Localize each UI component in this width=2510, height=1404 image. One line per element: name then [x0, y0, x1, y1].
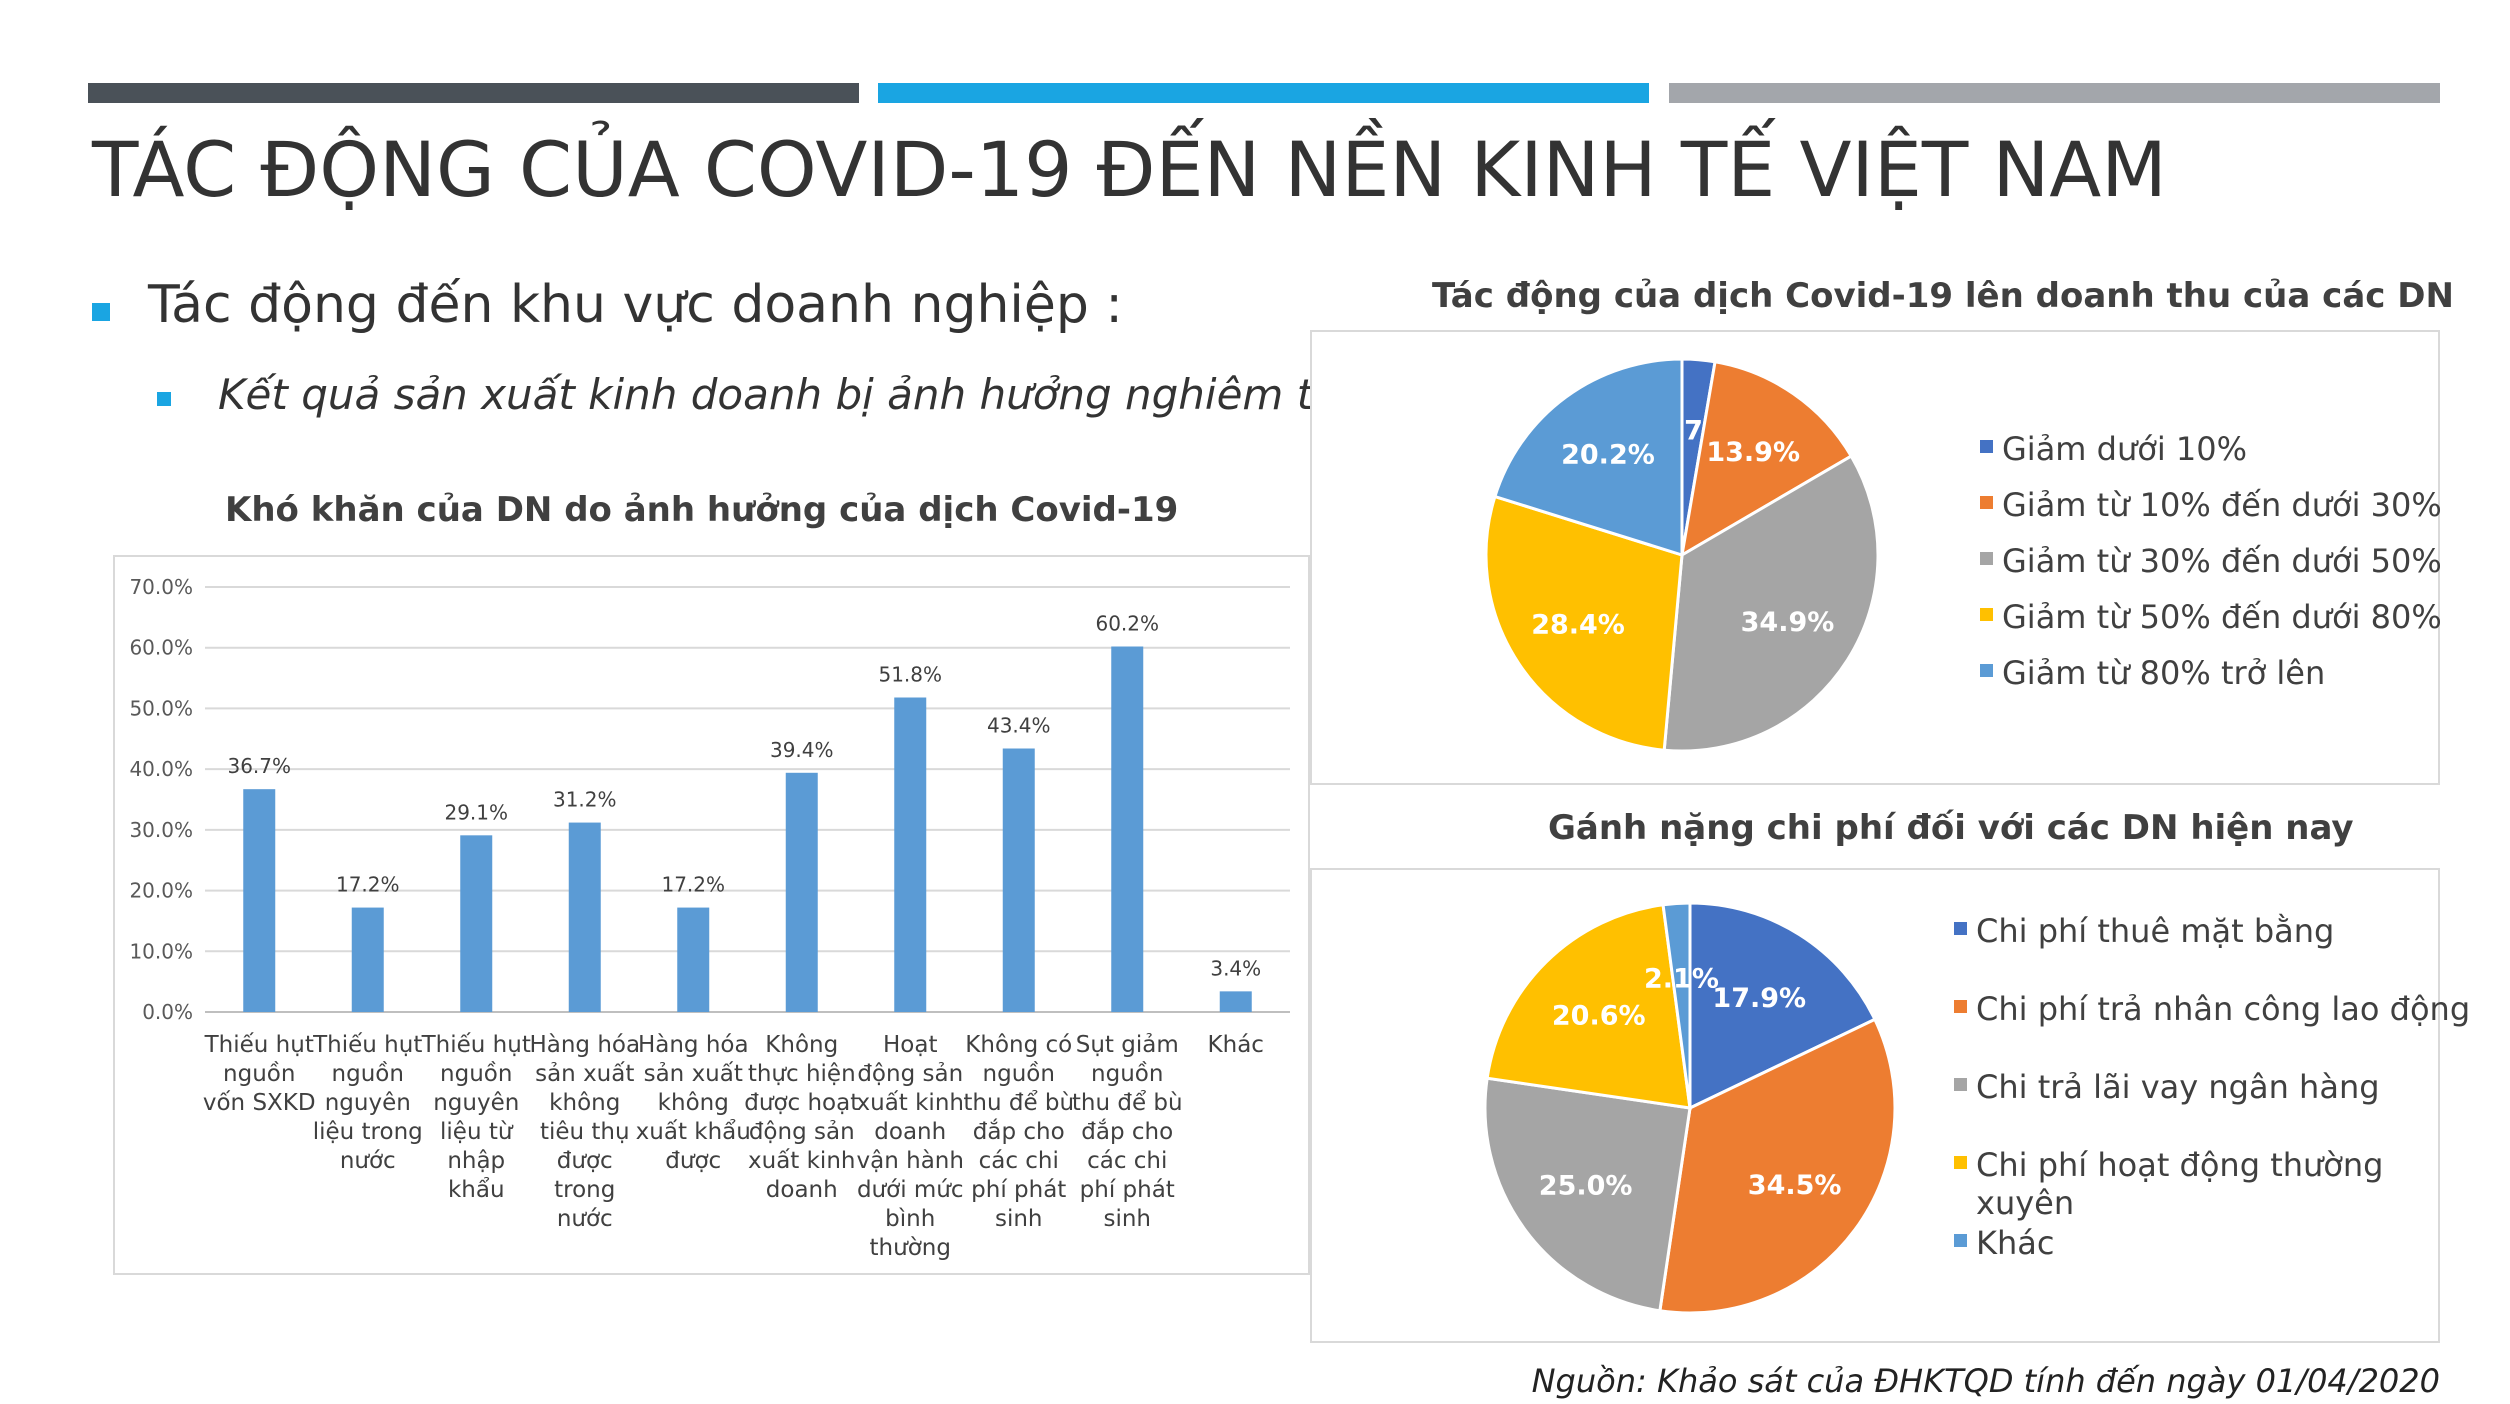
y-tick-label: 40.0% [129, 757, 193, 781]
legend-label: Giảm từ 50% đến dưới 80% [2002, 598, 2442, 636]
x-category-label: Không có nguồn thu để bù đắp cho các chi phí … [963, 1032, 1074, 1232]
legend-label: Giảm từ 80% trở lên [2002, 654, 2326, 692]
y-tick-label: 60.0% [129, 636, 193, 660]
pie-revenue-panel: 2.7% 13.9% 34.9% 28.4% 20.2% Giảm dưới 10% Gi… [1310, 330, 2442, 785]
bar [1219, 991, 1252, 1012]
pie-slice [1493, 357, 1684, 558]
legend-label: Giảm từ 10% đến dưới 30% [2002, 486, 2442, 524]
legend-swatch [1954, 1000, 1967, 1013]
y-tick-label: 20.0% [129, 879, 193, 903]
header-bar-dark [88, 83, 859, 103]
header-bar-gray [1669, 83, 2440, 103]
pie-slice [1485, 903, 1692, 1110]
pie-slice [1483, 1076, 1692, 1313]
y-tick-label: 70.0% [129, 575, 193, 599]
bar [677, 907, 710, 1012]
y-tick-label: 30.0% [129, 818, 193, 842]
legend-label: Giảm từ 30% đến dưới 50% [2002, 542, 2442, 580]
page-title: TÁC ĐỘNG CỦA COVID-19 ĐẾN NỀN KINH TẾ VI… [92, 125, 2167, 214]
pie-cost-chart: 17.9% 34.5% 25.0% 20.6% 2.1% [1483, 901, 1897, 1315]
pie-data-label: 34.9% [1741, 607, 1835, 638]
bar-data-label: 17.2% [336, 873, 400, 897]
legend-swatch [1980, 552, 1993, 565]
pie-slice [1688, 901, 1877, 1111]
bullet-level1: Tác động đến khu vực doanh nghiệp : [148, 275, 1123, 335]
bar-data-label: 31.2% [553, 788, 617, 812]
bar [1111, 646, 1144, 1012]
x-category-label: Khác [1208, 1032, 1264, 1058]
bar [1002, 748, 1035, 1012]
header-bar-blue [878, 83, 1649, 103]
bar [568, 822, 601, 1012]
pie-cost-title: Gánh nặng chi phí đối với các DN hiện na… [1548, 808, 2354, 848]
pie-data-label: 20.6% [1552, 1000, 1646, 1031]
pie-data-label: 28.4% [1531, 609, 1625, 640]
bar-data-label: 17.2% [661, 873, 725, 897]
bar-data-label: 43.4% [987, 714, 1051, 738]
legend-swatch [1954, 922, 1967, 935]
x-category-label: Sụt giảm nguồn thu để bù đắp cho các chi phí … [1072, 1032, 1183, 1232]
pie-data-label: 17.9% [1712, 983, 1806, 1014]
x-category-label: Thiếu hụt nguồn nguyên liệu từ nhập khẩu [421, 1032, 531, 1203]
pie-data-label: 25.0% [1539, 1170, 1633, 1201]
legend-swatch [1954, 1156, 1967, 1169]
pie-revenue-chart: 2.7%13.9%34.9%28.4%20.2% [1484, 357, 1880, 753]
bar [460, 835, 493, 1012]
pie-slice [1679, 360, 1854, 558]
x-category-label: Thiếu hụt nguồn vốn SXKD [203, 1032, 316, 1116]
bar-data-label: 29.1% [444, 800, 508, 824]
legend-label: Chi phí thuê mặt bằng [1976, 912, 2335, 950]
pie-slice [1658, 1017, 1897, 1315]
bar-chart-title: Khó khăn của DN do ảnh hưởng của dịch Co… [225, 490, 1179, 530]
pie-data-label: 2.1% [1644, 963, 1719, 994]
legend-swatch [1954, 1078, 1967, 1091]
bullet-square-icon [157, 392, 171, 406]
legend-swatch [1980, 608, 1993, 621]
pie-revenue-title: Tác động của dịch Covid-19 lên doanh thu… [1432, 276, 2454, 316]
bar-data-label: 36.7% [227, 754, 291, 778]
legend-label: Giảm dưới 10% [2002, 430, 2247, 468]
legend-label: Khác [1976, 1224, 2055, 1262]
bullet-square-icon [92, 303, 110, 321]
y-tick-label: 0.0% [142, 1000, 193, 1024]
pie-slice [1661, 901, 1692, 1109]
x-category-label: Hoạt động sản xuất kinh doanh vận hành dưới m… [857, 1032, 964, 1261]
bar [351, 907, 384, 1012]
legend-label: Chi phí hoạt động thường xuyên [1976, 1146, 2384, 1222]
legend-swatch [1980, 440, 1993, 453]
bar-chart-panel: 0.0% 10.0% 20.0% 30.0% 40.0% 50.0% 60.0% 70.0% 3… [113, 555, 1310, 1275]
source-note: Nguồn: Khảo sát của ĐHKTQD tính đến ngày… [1531, 1362, 2440, 1400]
x-category-label: Không thực hiện được hoạt động sản xuất kinh… [744, 1032, 859, 1203]
x-category-label: Hàng hóa sản xuất không tiêu thụ được trong nư… [529, 1032, 640, 1232]
x-category-label: Hàng hóa sản xuất không xuất khẩu được [636, 1032, 751, 1174]
x-category-label: Thiếu hụt nguồn nguyên liệu trong nước [312, 1032, 423, 1174]
legend-label: Chi phí trả nhân công lao động [1976, 990, 2471, 1028]
bar-data-label: 60.2% [1095, 612, 1159, 636]
bar [785, 772, 818, 1012]
bar [243, 789, 276, 1012]
pie-slice [1484, 494, 1684, 752]
bar-data-label: 3.4% [1210, 956, 1261, 980]
legend-label: Chi trả lãi vay ngân hàng [1976, 1068, 2380, 1106]
bar [894, 697, 927, 1012]
y-tick-label: 10.0% [129, 939, 193, 963]
legend-swatch [1980, 664, 1993, 677]
pie-data-label: 34.5% [1748, 1170, 1842, 1201]
bar-chart: 0.0% 10.0% 20.0% 30.0% 40.0% 50.0% 60.0% 70.0% 3… [129, 575, 1290, 1261]
legend-swatch [1980, 496, 1993, 509]
pie-data-label: 13.9% [1706, 437, 1800, 468]
legend-swatch [1954, 1234, 1967, 1247]
bar-data-label: 51.8% [878, 663, 942, 687]
bullet-level2: Kết quả sản xuất kinh doanh bị ảnh hưởng… [218, 370, 1424, 419]
pie-slice [1662, 454, 1880, 753]
pie-data-label: 20.2% [1561, 439, 1655, 470]
bar-data-label: 39.4% [770, 738, 834, 762]
pie-cost-panel: 17.9% 34.5% 25.0% 20.6% 2.1% Chi phí thuê mặ… [1310, 868, 2470, 1343]
y-tick-label: 50.0% [129, 696, 193, 720]
